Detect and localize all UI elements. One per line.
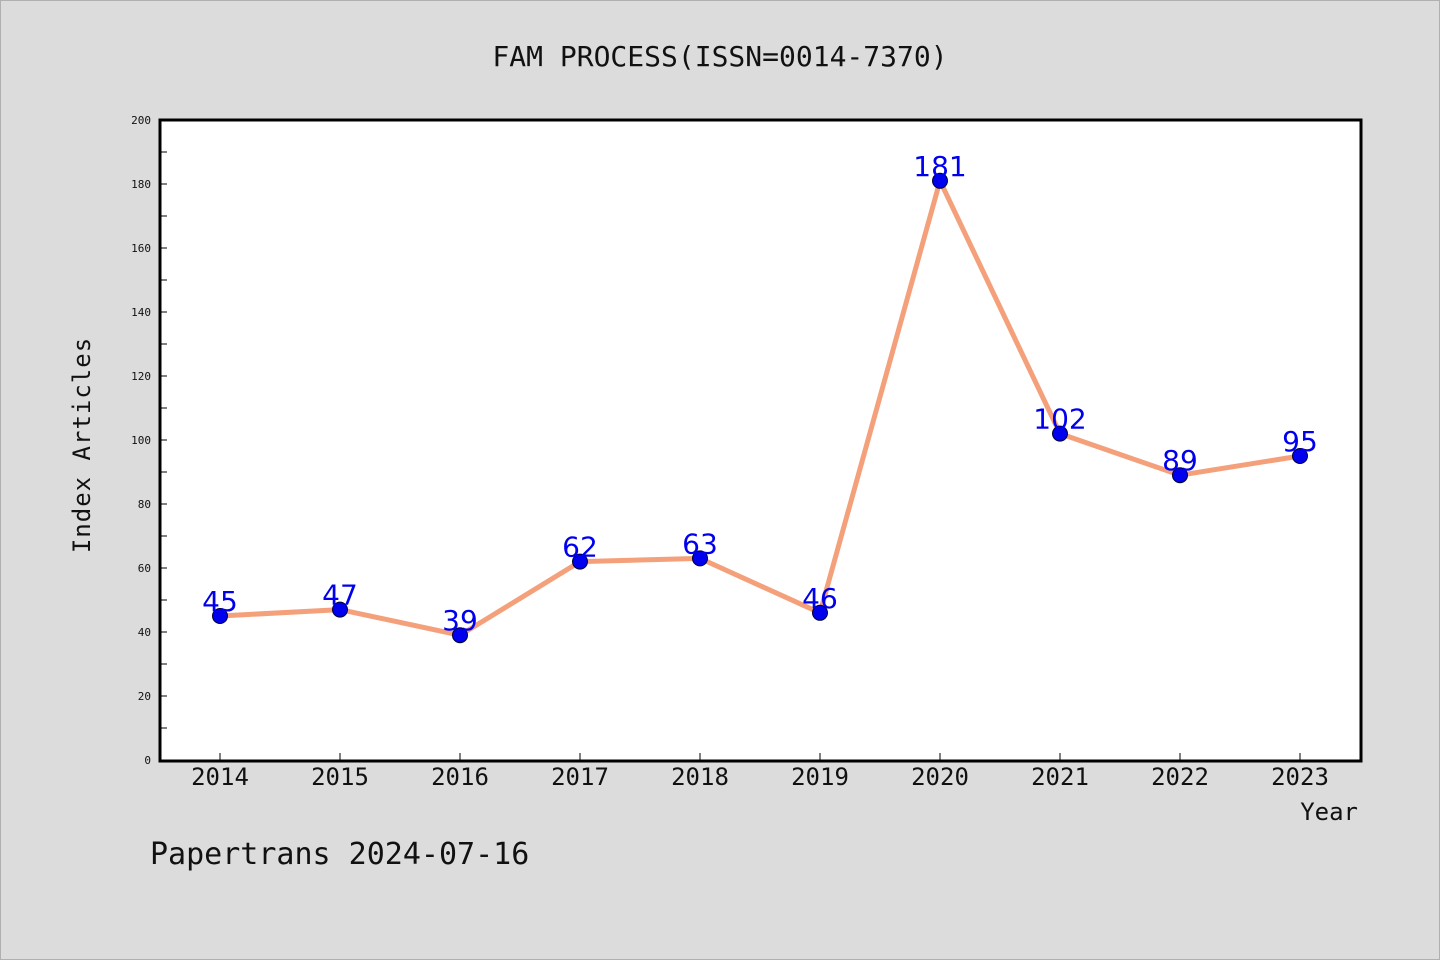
x-tick-label: 2017: [551, 763, 609, 791]
data-point: [572, 553, 588, 570]
y-tick-label: 160: [131, 242, 151, 255]
y-tick-label: 0: [144, 754, 151, 767]
y-tick-label: 140: [131, 306, 151, 319]
data-point: [332, 601, 348, 618]
y-tick-label: 200: [131, 114, 151, 127]
chart-title: FAM PROCESS(ISSN=0014-7370): [492, 40, 947, 73]
y-tick-label: 120: [131, 370, 151, 383]
x-tick-label: 2023: [1271, 763, 1329, 791]
y-tick-label: 20: [138, 690, 151, 703]
data-label: 63: [682, 527, 718, 560]
x-tick-label: 2016: [431, 763, 489, 791]
data-point: [1292, 448, 1308, 464]
x-tick-label: 2014: [191, 763, 249, 791]
data-point: [932, 172, 948, 189]
data-label: 39: [442, 604, 478, 637]
x-tick-label: 2018: [671, 763, 729, 791]
data-point: [812, 604, 828, 621]
series-line: [217, 178, 1303, 638]
data-labels: 45 47 39 62 63 46 181 102 89 95: [202, 150, 1318, 637]
data-point: [452, 627, 468, 644]
y-tick-label: 100: [131, 434, 151, 447]
x-axis-label: Year: [1300, 798, 1358, 826]
data-point: [1172, 467, 1188, 484]
y-tick-label: 80: [138, 498, 151, 511]
data-label: 102: [1033, 403, 1086, 436]
y-tick-label: 180: [131, 178, 151, 191]
x-axis-ticks: 2014 2015 2016 2017 2018 2019 2020 2021 2022 2023: [191, 753, 1329, 791]
x-tick-label: 2021: [1031, 763, 1089, 791]
data-label: 47: [322, 579, 358, 612]
footer-text: Papertrans 2024-07-16: [150, 837, 529, 872]
data-point: [692, 550, 708, 567]
plot-area: [158, 118, 1363, 763]
data-label: 89: [1162, 444, 1198, 477]
data-label: 62: [562, 531, 598, 564]
data-point: [212, 608, 228, 624]
data-label: 45: [202, 585, 238, 618]
data-point: [1052, 425, 1068, 442]
data-label: 181: [913, 150, 966, 183]
x-tick-label: 2015: [311, 763, 369, 791]
x-tick-label: 2020: [911, 763, 969, 791]
y-axis-ticks: 0 20 40 60 80 100 120 140 160 180 200: [131, 114, 167, 767]
y-tick-label: 60: [138, 562, 151, 575]
y-tick-label: 40: [138, 626, 151, 639]
x-tick-label: 2022: [1151, 763, 1209, 791]
y-axis-label: Index Articles: [68, 337, 96, 553]
x-tick-label: 2019: [791, 763, 849, 791]
series-layer: [212, 172, 1308, 644]
data-label: 46: [802, 582, 838, 615]
data-label: 95: [1282, 425, 1318, 458]
